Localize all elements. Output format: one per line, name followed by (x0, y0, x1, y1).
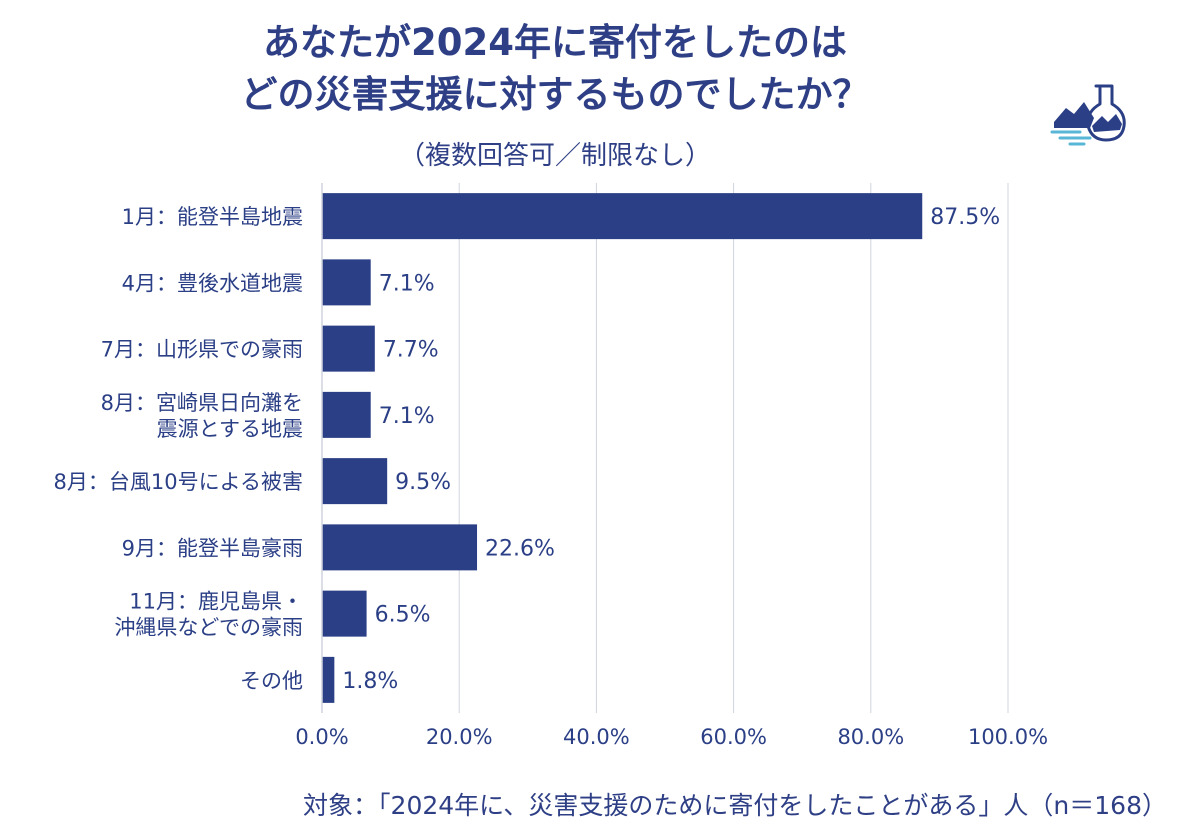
category-label: 7月：山形県での豪雨 (101, 338, 303, 362)
data-label: 9.5% (395, 470, 451, 495)
category-label: 9月：能登半島豪雨 (122, 536, 303, 560)
bar (322, 524, 478, 571)
chart-subtitle: （複数回答可／制限なし） (398, 141, 711, 171)
data-label: 87.5% (930, 205, 1000, 230)
data-label: 7.1% (379, 404, 435, 429)
bar (322, 325, 375, 372)
category-label: 8月：台風10号による被害 (54, 470, 303, 494)
category-label: 1月：能登半島地震 (122, 205, 303, 229)
data-label: 6.5% (375, 603, 431, 628)
x-tick-label: 20.0% (426, 725, 493, 749)
category-label: 震源とする地震 (157, 417, 303, 441)
chart-title-line1: あなたが2024年に寄付をしたのは (263, 21, 847, 64)
data-label: 22.6% (485, 536, 555, 561)
bar (322, 391, 371, 438)
bar (322, 656, 335, 703)
x-tick-label: 0.0% (295, 725, 348, 749)
category-label: 8月：宮崎県日向灘を (101, 391, 303, 415)
x-tick-label: 40.0% (563, 725, 630, 749)
x-tick-label: 100.0% (968, 725, 1048, 749)
data-label: 7.7% (383, 338, 439, 363)
x-tick-label: 80.0% (837, 725, 904, 749)
bar (322, 259, 371, 306)
data-label: 1.8% (342, 669, 398, 694)
category-label: 沖縄県などでの豪雨 (114, 616, 303, 640)
data-label: 7.1% (379, 271, 435, 296)
x-tick-label: 60.0% (700, 725, 767, 749)
chart-title-line2: どの災害支援に対するものでしたか？ (240, 73, 870, 116)
bar (322, 458, 388, 505)
category-label: 11月：鹿児島県・ (129, 590, 303, 614)
category-label: 4月：豊後水道地震 (122, 271, 303, 295)
bar (322, 193, 923, 240)
category-label: その他 (240, 669, 303, 693)
bar (322, 590, 367, 637)
flask-mountain-icon (1050, 84, 1126, 146)
chart-footnote: 対象：「2024年に、災害支援のために寄付をしたことがある」人（n＝168） (303, 791, 1167, 820)
